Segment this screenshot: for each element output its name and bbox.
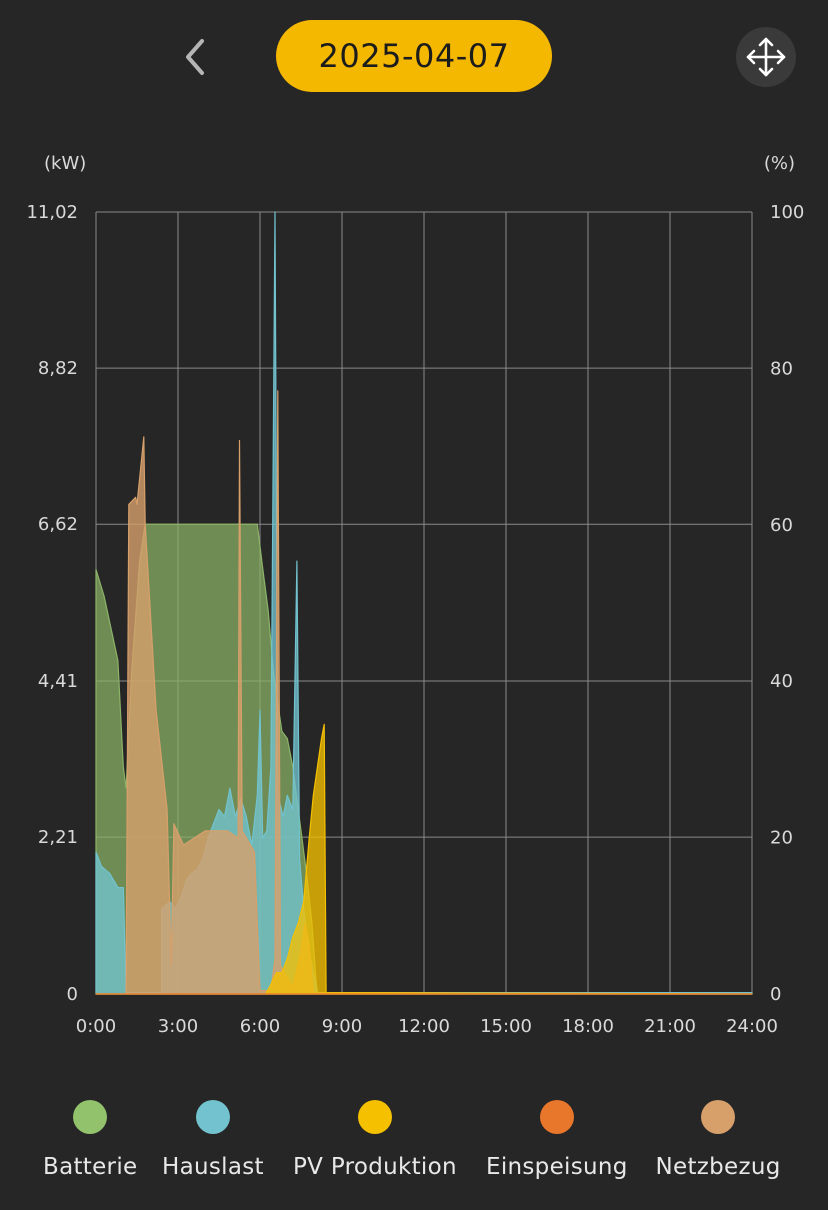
legend-item-netzbezug[interactable]: Netzbezug [656, 1100, 781, 1180]
right-tick-label: 40 [770, 671, 793, 692]
right-tick-label: 100 [770, 202, 804, 223]
header: 2025-04-07 [0, 0, 828, 112]
x-tick-label: 12:00 [398, 1016, 450, 1037]
legend-item-hauslast[interactable]: Hauslast [162, 1100, 264, 1180]
x-tick-label: 9:00 [322, 1016, 362, 1037]
right-axis-ticks: 0 20 40 60 80 100 [770, 202, 804, 1005]
left-tick-label: 4,41 [38, 671, 78, 692]
right-axis-unit: (%) [764, 153, 795, 174]
legend: Batterie Hauslast PV Produktion Einspeisung… [0, 1100, 828, 1200]
x-tick-label: 3:00 [158, 1016, 198, 1037]
blue-dot-icon [195, 1100, 230, 1134]
legend-label: Hauslast [162, 1154, 264, 1180]
date-label: 2025-04-07 [318, 37, 510, 75]
series-area-pv-produktion [95, 723, 753, 995]
right-tick-label: 0 [770, 984, 781, 1005]
x-tick-label: 24:00 [726, 1016, 778, 1037]
green-dot-icon [73, 1100, 108, 1134]
right-tick-label: 20 [770, 828, 793, 849]
right-tick-label: 80 [770, 358, 793, 379]
right-tick-label: 60 [770, 515, 793, 536]
date-picker-button[interactable]: 2025-04-07 [276, 20, 552, 92]
x-tick-label: 18:00 [562, 1016, 614, 1037]
left-axis-unit: (kW) [44, 153, 86, 174]
legend-label: Einspeisung [486, 1154, 628, 1180]
chevron-left-icon [186, 39, 204, 75]
legend-label: Batterie [43, 1154, 138, 1180]
x-tick-label: 0:00 [76, 1016, 116, 1037]
x-tick-label: 21:00 [644, 1016, 696, 1037]
tan-dot-icon [701, 1100, 736, 1134]
left-tick-label: 6,62 [38, 514, 78, 535]
left-tick-label: 0 [67, 984, 78, 1005]
left-tick-label: 8,82 [38, 358, 78, 379]
x-tick-label: 15:00 [480, 1016, 532, 1037]
move-arrows-icon [746, 37, 786, 77]
legend-item-einspeisung[interactable]: Einspeisung [486, 1100, 628, 1180]
legend-item-pv-produktion[interactable]: PV Produktion [293, 1100, 457, 1180]
back-button[interactable] [172, 34, 218, 80]
legend-label: Netzbezug [655, 1154, 781, 1180]
orange-dot-icon [539, 1100, 574, 1134]
left-axis-ticks: 0 2,21 4,41 6,62 8,82 11,02 [26, 202, 78, 1005]
left-tick-label: 11,02 [26, 202, 78, 223]
x-axis-ticks: 0:00 3:00 6:00 9:00 12:00 15:00 18:00 21:00 24:0… [76, 1016, 778, 1037]
series-areas [95, 211, 753, 995]
x-tick-label: 6:00 [240, 1016, 280, 1037]
legend-label: PV Produktion [293, 1154, 457, 1180]
legend-item-batterie[interactable]: Batterie [43, 1100, 137, 1180]
yellow-dot-icon [357, 1100, 392, 1134]
move-button[interactable] [736, 27, 796, 87]
left-tick-label: 2,21 [38, 827, 78, 848]
energy-chart[interactable]: (kW) (%) 0 2,21 4,41 6,62 8,82 11,02 0 20 40 60 8… [0, 140, 828, 1060]
